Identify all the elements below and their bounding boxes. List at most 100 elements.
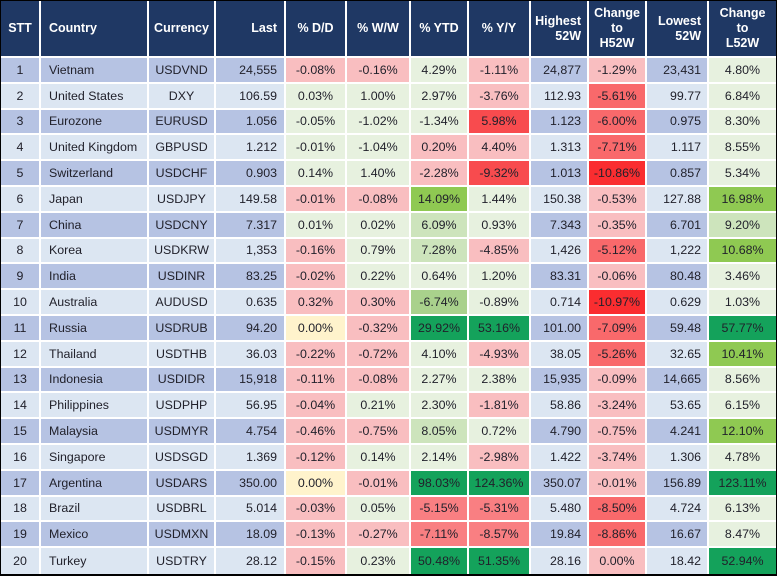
- cell-ww: 0.21%: [347, 393, 411, 420]
- cell-currency: USDRUB: [149, 315, 216, 342]
- cell-chh: -8.86%: [589, 522, 647, 549]
- cell-yy: -4.85%: [469, 238, 531, 265]
- cell-chh: -0.01%: [589, 470, 647, 497]
- cell-currency: USDKRW: [149, 238, 216, 265]
- cell-l52: 127.88: [647, 186, 709, 213]
- cell-stt: 18: [1, 496, 41, 523]
- cell-ww: -0.32%: [347, 315, 411, 342]
- cell-currency: USDARS: [149, 470, 216, 497]
- cell-chh: -0.53%: [589, 186, 647, 213]
- cell-stt: 12: [1, 341, 41, 368]
- cell-dd: 0.14%: [286, 161, 347, 187]
- cell-h52: 15,935: [531, 367, 589, 394]
- cell-last: 28.12: [216, 548, 286, 574]
- cell-h52: 83.31: [531, 264, 589, 291]
- cell-currency: USDBRL: [149, 496, 216, 523]
- cell-h52: 1,426: [531, 238, 589, 265]
- cell-chl: 52.94%: [709, 548, 776, 574]
- cell-ytd: 7.28%: [411, 238, 469, 265]
- cell-currency: EURUSD: [149, 109, 216, 136]
- cell-stt: 13: [1, 367, 41, 394]
- cell-dd: -0.03%: [286, 496, 347, 523]
- cell-last: 1.212: [216, 135, 286, 162]
- table-row: 18 Brazil USDBRL 5.014 -0.03% 0.05% -5.15% -5.3…: [1, 496, 776, 523]
- cell-l52: 32.65: [647, 341, 709, 368]
- cell-h52: 5.480: [531, 496, 589, 523]
- cell-l52: 16.67: [647, 522, 709, 549]
- cell-dd: -0.08%: [286, 58, 347, 84]
- cell-ww: 0.02%: [347, 212, 411, 239]
- cell-h52: 19.84: [531, 522, 589, 549]
- cell-ytd: -5.15%: [411, 496, 469, 523]
- cell-yy: 1.20%: [469, 264, 531, 291]
- cell-ytd: -7.11%: [411, 522, 469, 549]
- cell-ww: 0.79%: [347, 238, 411, 265]
- table-row: 1 Vietnam USDVND 24,555 -0.08% -0.16% 4.29% -1.…: [1, 58, 776, 84]
- cell-currency: DXY: [149, 83, 216, 110]
- cell-chh: -5.61%: [589, 83, 647, 110]
- table-row: 10 Australia AUDUSD 0.635 0.32% 0.30% -6.74% -0…: [1, 290, 776, 316]
- cell-chl: 16.98%: [709, 186, 776, 213]
- cell-yy: 5.98%: [469, 109, 531, 136]
- cell-country: Russia: [41, 315, 149, 342]
- header-highest-52w: Highest 52W: [531, 1, 589, 58]
- cell-dd: -0.05%: [286, 109, 347, 136]
- header-pct-yy: % Y/Y: [469, 1, 531, 58]
- cell-l52: 14,665: [647, 367, 709, 394]
- cell-last: 1,353: [216, 238, 286, 265]
- cell-yy: -2.98%: [469, 444, 531, 471]
- cell-stt: 9: [1, 264, 41, 291]
- cell-dd: 0.00%: [286, 470, 347, 497]
- cell-last: 56.95: [216, 393, 286, 420]
- cell-chh: -0.06%: [589, 264, 647, 291]
- cell-stt: 10: [1, 290, 41, 316]
- cell-stt: 14: [1, 393, 41, 420]
- cell-country: India: [41, 264, 149, 291]
- cell-yy: 124.36%: [469, 470, 531, 497]
- cell-l52: 0.629: [647, 290, 709, 316]
- cell-l52: 156.89: [647, 470, 709, 497]
- table-row: 19 Mexico USDMXN 18.09 -0.13% -0.27% -7.11% -8.…: [1, 522, 776, 549]
- cell-ytd: 4.29%: [411, 58, 469, 84]
- cell-yy: -9.32%: [469, 161, 531, 187]
- cell-chl: 8.56%: [709, 367, 776, 394]
- cell-h52: 7.343: [531, 212, 589, 239]
- cell-dd: -0.02%: [286, 264, 347, 291]
- cell-last: 0.903: [216, 161, 286, 187]
- cell-currency: USDCHF: [149, 161, 216, 187]
- cell-ww: -0.08%: [347, 367, 411, 394]
- cell-chl: 10.41%: [709, 341, 776, 368]
- cell-chl: 5.34%: [709, 161, 776, 187]
- cell-ytd: 6.09%: [411, 212, 469, 239]
- table-row: 6 Japan USDJPY 149.58 -0.01% -0.08% 14.09% 1.44…: [1, 186, 776, 213]
- cell-l52: 6.701: [647, 212, 709, 239]
- cell-stt: 6: [1, 186, 41, 213]
- cell-stt: 7: [1, 212, 41, 239]
- cell-h52: 350.07: [531, 470, 589, 497]
- table-row: 4 United Kingdom GBPUSD 1.212 -0.01% -1.04% 0.…: [1, 135, 776, 162]
- cell-chl: 9.20%: [709, 212, 776, 239]
- cell-dd: -0.22%: [286, 341, 347, 368]
- cell-l52: 1.117: [647, 135, 709, 162]
- cell-chl: 10.68%: [709, 238, 776, 265]
- cell-chl: 6.13%: [709, 496, 776, 523]
- cell-currency: USDJPY: [149, 186, 216, 213]
- cell-last: 0.635: [216, 290, 286, 316]
- cell-h52: 24,877: [531, 58, 589, 84]
- cell-stt: 20: [1, 548, 41, 574]
- cell-country: Eurozone: [41, 109, 149, 136]
- cell-yy: -3.76%: [469, 83, 531, 110]
- cell-dd: -0.11%: [286, 367, 347, 394]
- cell-country: Malaysia: [41, 419, 149, 445]
- header-pct-dd: % D/D: [286, 1, 347, 58]
- cell-dd: -0.46%: [286, 419, 347, 445]
- cell-chl: 12.10%: [709, 419, 776, 445]
- cell-ww: 0.14%: [347, 444, 411, 471]
- cell-country: Mexico: [41, 522, 149, 549]
- cell-currency: USDPHP: [149, 393, 216, 420]
- cell-l52: 4.241: [647, 419, 709, 445]
- table-row: 16 Singapore USDSGD 1.369 -0.12% 0.14% 2.14% -2…: [1, 444, 776, 471]
- cell-chh: -0.75%: [589, 419, 647, 445]
- cell-country: United Kingdom: [41, 135, 149, 162]
